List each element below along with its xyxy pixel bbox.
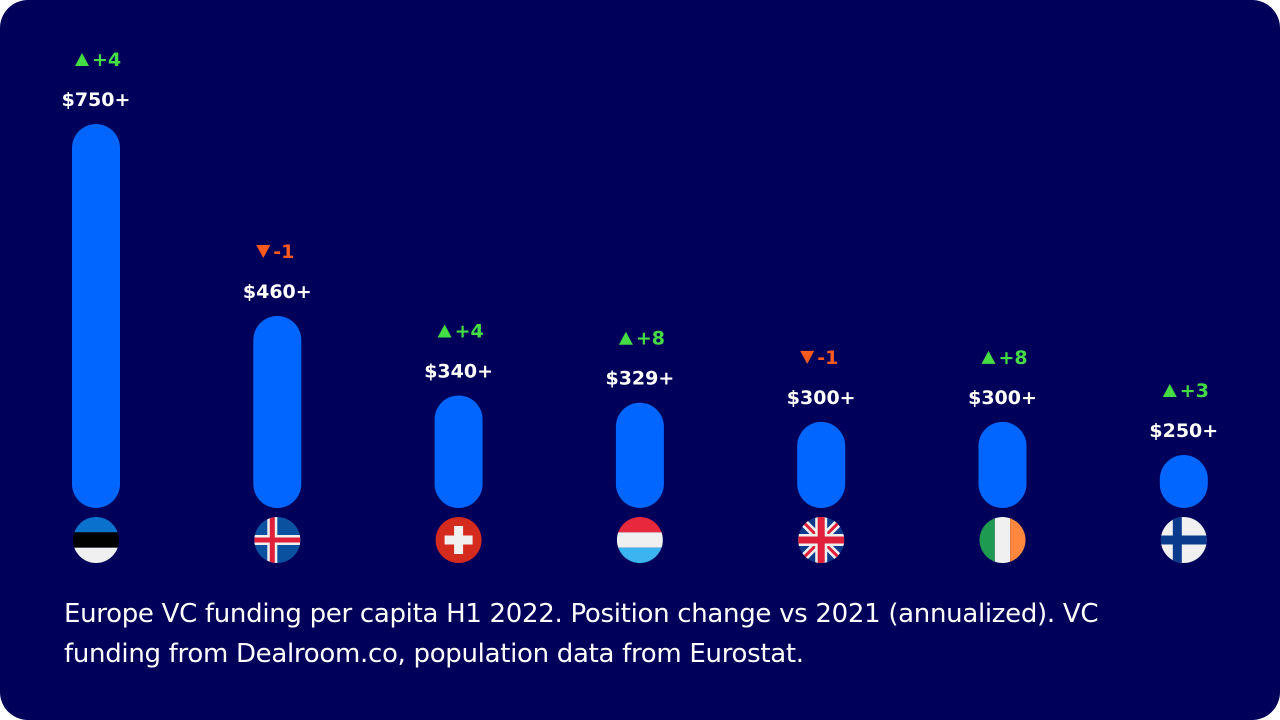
change-label: +4 [75,49,121,71]
change-label: +8 [981,347,1028,369]
value-label: $250+ [1149,420,1218,442]
bar-chart: $750+ +4 $460+ -1 $340+ +4 $329+ +8 $300+ -1 $300+… [62,49,1218,563]
luxembourg-flag-icon [616,517,663,563]
bar-switzerland [434,395,483,508]
triangle-up-icon [437,324,452,338]
change-label: +3 [1162,380,1209,402]
triangle-up-icon [981,350,996,364]
change-label: -1 [256,241,294,263]
chart-caption: Europe VC funding per capita H1 2022. Po… [64,599,1099,669]
triangle-down-icon [800,350,815,364]
iceland-flag-icon [254,517,301,563]
bar-ireland [978,421,1027,508]
value-label: $300+ [787,387,856,409]
estonia-flag-icon [73,517,119,563]
bar-luxembourg [615,402,664,508]
value-label: $329+ [605,368,674,390]
finland-flag-icon [1160,517,1207,563]
change-value: +8 [999,347,1028,369]
change-label: -1 [800,347,838,369]
triangle-up-icon [1162,384,1177,398]
switzerland-flag-icon [435,517,482,563]
triangle-up-icon [75,53,89,66]
change-value: +4 [92,49,121,71]
ireland-flag-icon [979,517,1026,563]
value-label: $460+ [243,281,312,303]
bar-united-kingdom [797,421,846,508]
uk-flag-icon [798,517,845,563]
change-label: +4 [437,320,484,342]
change-value: +4 [455,320,484,342]
bar-estonia [72,124,120,508]
change-value: +8 [636,328,665,350]
value-label: $300+ [968,387,1037,409]
bar-iceland [253,316,302,508]
change-value: -1 [817,347,838,369]
value-label: $750+ [62,89,131,111]
value-label: $340+ [424,360,493,382]
change-value: +3 [1180,380,1209,402]
change-label: +8 [618,328,665,350]
bar-finland [1159,455,1208,508]
change-value: -1 [273,241,294,263]
triangle-up-icon [618,331,633,345]
triangle-down-icon [256,245,271,258]
